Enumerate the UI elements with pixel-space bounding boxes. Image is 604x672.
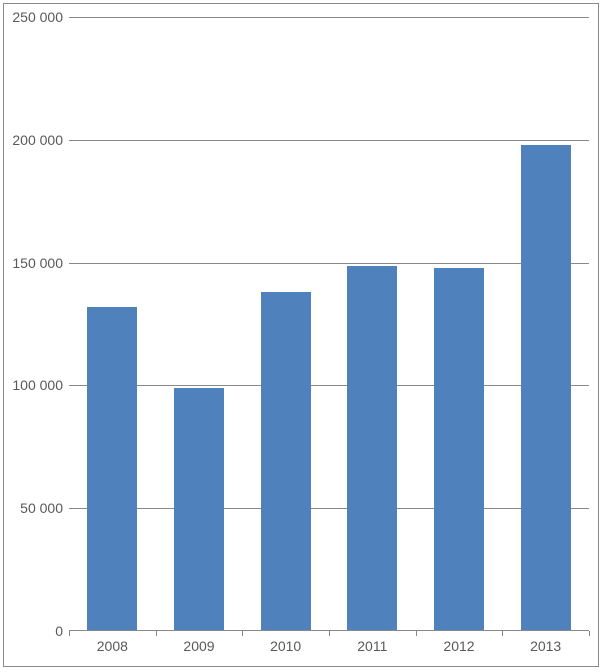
x-tick bbox=[156, 631, 157, 636]
y-tick-label: 100 000 bbox=[12, 377, 63, 393]
x-axis-layer: 200820092010201120122013 bbox=[69, 17, 589, 631]
y-tick-label: 200 000 bbox=[12, 132, 63, 148]
x-tick bbox=[69, 631, 70, 636]
plot-area: 050 000100 000150 000200 000250 000 2008… bbox=[69, 17, 589, 631]
chart-frame: 0 50 000 100 000 150 000 200 000 250 000 2008… bbox=[3, 3, 599, 667]
x-tick bbox=[502, 631, 503, 636]
x-tick-label: 2013 bbox=[530, 638, 561, 654]
x-axis-baseline bbox=[69, 630, 589, 631]
y-tick-label: 0 bbox=[55, 623, 63, 639]
x-tick-label: 2012 bbox=[443, 638, 474, 654]
x-tick-label: 2009 bbox=[183, 638, 214, 654]
x-tick bbox=[589, 631, 590, 636]
x-tick bbox=[416, 631, 417, 636]
x-tick bbox=[329, 631, 330, 636]
y-tick-label: 150 000 bbox=[12, 255, 63, 271]
x-tick-label: 2010 bbox=[270, 638, 301, 654]
y-tick-label: 50 000 bbox=[20, 500, 63, 516]
x-tick bbox=[242, 631, 243, 636]
x-tick-label: 2008 bbox=[97, 638, 128, 654]
x-tick-label: 2011 bbox=[357, 638, 387, 654]
y-tick-label: 250 000 bbox=[12, 9, 63, 25]
